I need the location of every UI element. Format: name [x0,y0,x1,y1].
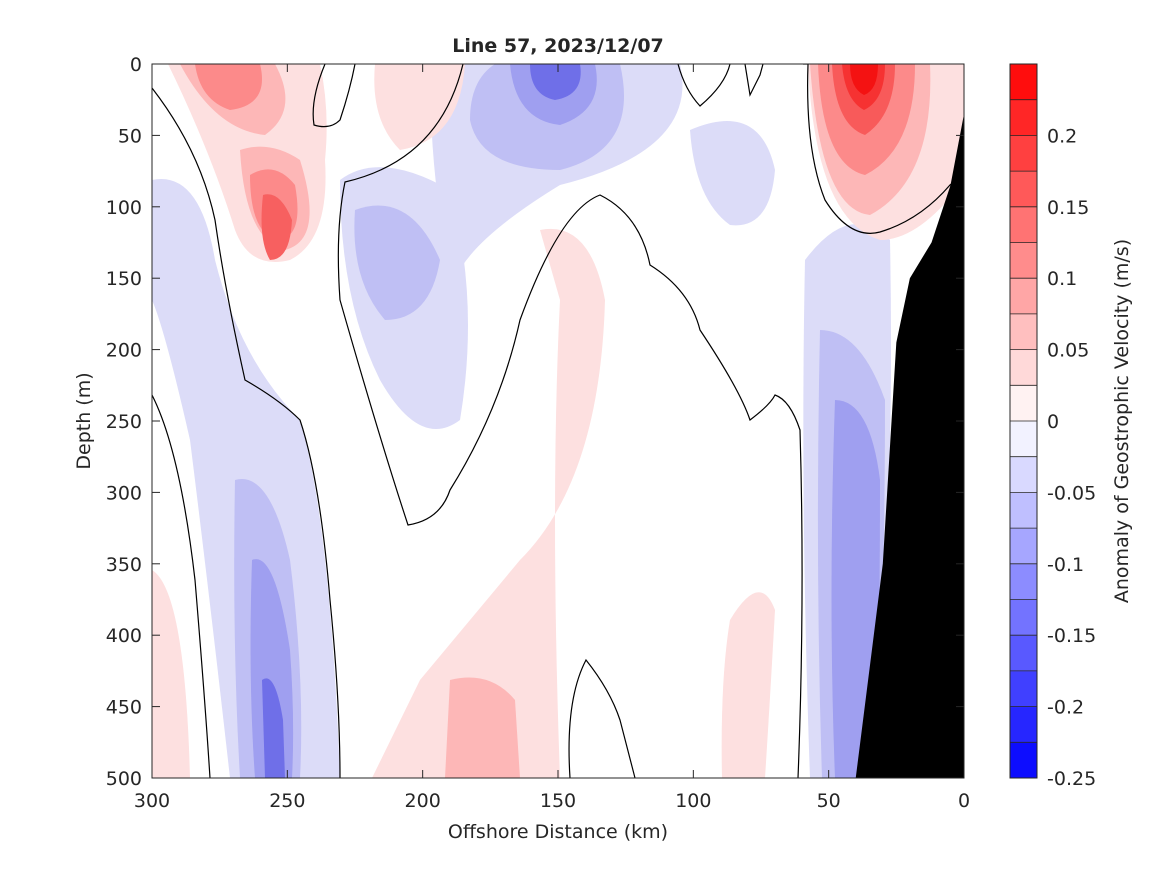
y-tick-label: 500 [106,768,142,790]
colorbar-band [1010,563,1037,600]
zero-contours [152,64,964,778]
chart-title: Line 57, 2023/12/07 [452,35,664,57]
x-axis-label: Offshore Distance (km) [448,821,668,843]
colorbar-band [1010,206,1037,243]
colorbar-band [1010,492,1037,529]
y-tick-label: 300 [106,482,142,504]
colorbar-band [1010,171,1037,208]
colorbar-tick-label: -0.15 [1047,625,1096,647]
colorbar-band [1010,599,1037,636]
colorbar-band [1010,385,1037,422]
colorbar-band [1010,278,1037,315]
y-tick-label: 350 [106,554,142,576]
colorbar-tick-label: -0.05 [1047,482,1096,504]
colorbar-band [1010,135,1037,172]
x-tick-label: 50 [817,790,841,812]
colorbar-frame [1009,63,1038,779]
colorbar-band [1010,456,1037,493]
x-tick-label: 300 [134,790,170,812]
x-tick-label: 150 [540,790,576,812]
y-tick-label: 0 [130,54,142,76]
y-tick-label: 150 [106,268,142,290]
colorbar-ticks: 0.2 0.15 0.1 0.05 0 -0.05 -0.1 -0.15 -0.2 -0.25 [1047,125,1096,790]
colorbar [1010,64,1037,779]
colorbar-band [1010,706,1037,743]
colorbar-band [1010,528,1037,565]
x-tick-label: 200 [405,790,441,812]
y-tick-label: 100 [106,197,142,219]
colorbar-band [1010,670,1037,708]
y-axis-label: Depth (m) [73,372,95,469]
colorbar-band [1010,349,1037,386]
colorbar-band [1010,242,1037,279]
negative-anomaly-cores [262,64,581,778]
seafloor-bathymetry [855,113,964,778]
x-tick-label: 0 [958,790,970,812]
x-tick-label: 250 [269,790,305,812]
colorbar-band [1010,99,1037,136]
colorbar-band [1010,635,1037,672]
colorbar-tick-label: 0.1 [1047,268,1077,290]
colorbar-tick-label: 0 [1047,411,1059,433]
colorbar-band [1010,313,1037,351]
colorbar-tick-label: 0.05 [1047,340,1089,362]
colorbar-band [1010,742,1037,779]
colorbar-label: Anomaly of Geostrophic Velocity (m/s) [1111,239,1133,603]
x-axis-ticks: 300 250 200 150 100 50 0 [134,64,970,812]
colorbar-tick-label: -0.25 [1047,768,1096,790]
colorbar-tick-label: 0.2 [1047,125,1077,147]
colorbar-tick-label: -0.2 [1047,697,1084,719]
y-tick-label: 450 [106,697,142,719]
colorbar-band [1010,421,1037,458]
velocity-field [152,64,964,778]
y-tick-label: 400 [106,625,142,647]
positive-anomaly-cores [261,64,895,260]
colorbar-tick-label: 0.15 [1047,197,1089,219]
colorbar-band [1010,64,1037,101]
y-axis-ticks: 0 50 100 150 200 250 300 350 400 450 500 [106,54,964,790]
colorbar-tick-label: -0.1 [1047,554,1084,576]
y-tick-label: 250 [106,411,142,433]
y-tick-label: 50 [118,125,142,147]
y-tick-label: 200 [106,340,142,362]
x-tick-label: 100 [675,790,711,812]
